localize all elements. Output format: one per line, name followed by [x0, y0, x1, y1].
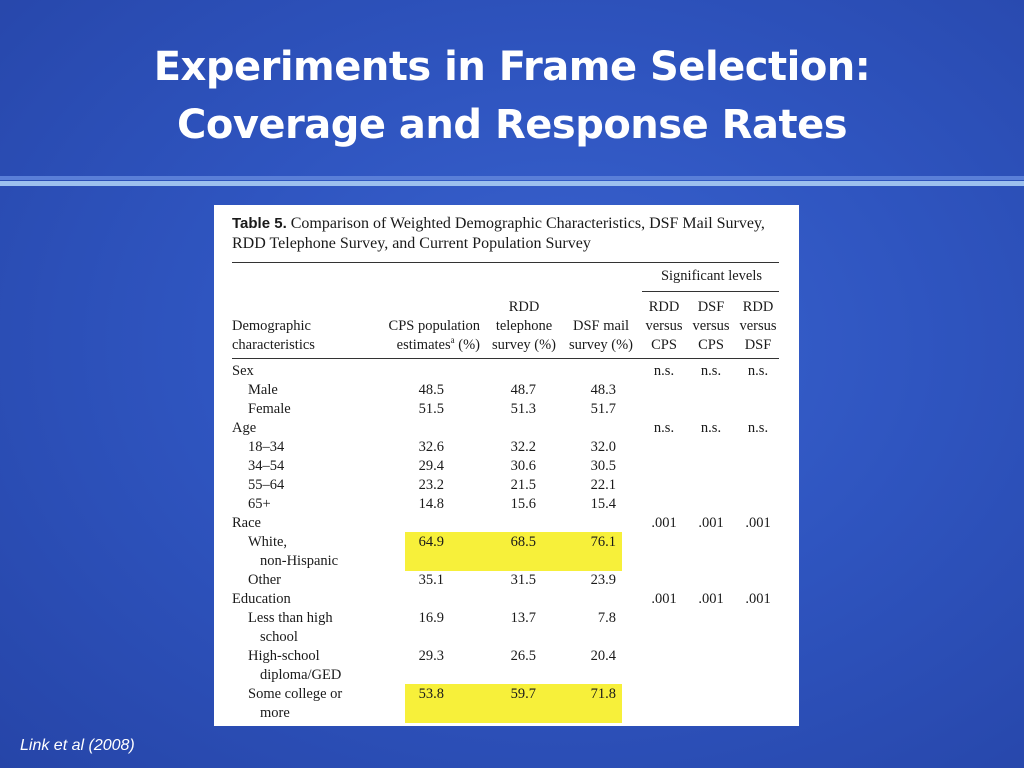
- cell-dsf: 30.5: [590, 458, 616, 474]
- cell-rdd: 26.5: [510, 648, 536, 664]
- cell-rdd: 30.6: [510, 458, 536, 474]
- table-caption: Table 5. Comparison of Weighted Demograp…: [232, 214, 788, 254]
- cell-cps: 35.1: [418, 572, 444, 588]
- row-label: White, non-Hispanic: [248, 534, 339, 569]
- col-header-demographic: Demographic characteristics: [232, 318, 315, 353]
- row-label: 34–54: [248, 458, 285, 474]
- row-label: Some college or more: [248, 686, 343, 721]
- cell-dsf: 22.1: [590, 477, 616, 493]
- section-label: Education: [232, 591, 291, 607]
- cell-dsf: 76.1: [590, 534, 616, 550]
- cell-s3: .001: [745, 591, 771, 607]
- cell-rdd: 21.5: [510, 477, 536, 493]
- cell-s1: n.s.: [653, 420, 675, 436]
- row-label: 65+: [248, 496, 271, 512]
- cell-rdd: 13.7: [510, 610, 536, 626]
- cell-dsf: 15.4: [590, 496, 616, 512]
- col-header-dsf-vs-cps: DSF versus CPS: [692, 299, 730, 353]
- cell-cps: 14.8: [418, 496, 444, 512]
- col-header-rdd-vs-dsf: RDD versus DSF: [739, 299, 777, 353]
- cell-dsf: 48.3: [590, 382, 616, 398]
- cell-cps: 23.2: [418, 477, 444, 493]
- cell-cps: 51.5: [418, 401, 444, 417]
- section-label: Race: [232, 515, 261, 531]
- cell-dsf: 20.4: [590, 648, 616, 664]
- col-header-rdd: RDD telephone survey (%): [491, 299, 557, 353]
- cell-s1: n.s.: [653, 363, 675, 379]
- slide-title: Experiments in Frame Selection: Coverage…: [0, 38, 1024, 154]
- section-label: Age: [232, 420, 257, 436]
- row-label: Less than high school: [248, 610, 333, 645]
- cell-cps: 32.6: [418, 439, 444, 455]
- row-label: Female: [248, 401, 291, 417]
- col-header-cps: CPS population estimatesa (%): [388, 318, 480, 353]
- cell-s2: n.s.: [700, 363, 722, 379]
- row-label: Male: [248, 382, 278, 398]
- title-divider-accent: [0, 181, 1024, 186]
- cell-cps: 48.5: [418, 382, 444, 398]
- cell-cps: 64.9: [418, 534, 444, 550]
- table-caption-label: Table 5.: [232, 215, 287, 232]
- cell-cps: 16.9: [418, 610, 444, 626]
- highlight-band: [405, 532, 622, 571]
- slide-title-line-1: Experiments in Frame Selection:: [153, 44, 871, 90]
- cell-rdd: 31.5: [510, 572, 536, 588]
- row-label: High-school diploma/GED: [248, 648, 342, 683]
- cell-dsf: 51.7: [590, 401, 616, 417]
- cell-rdd: 48.7: [510, 382, 536, 398]
- slide-title-line-2: Coverage and Response Rates: [176, 102, 848, 148]
- cell-rdd: 15.6: [510, 496, 536, 512]
- significant-levels-rule: [642, 291, 779, 292]
- cell-rdd: 51.3: [510, 401, 536, 417]
- table-top-rule: [232, 262, 779, 263]
- cell-s1: .001: [651, 515, 677, 531]
- cell-s2: .001: [698, 591, 724, 607]
- citation: Link et al (2008): [20, 737, 135, 754]
- cell-rdd: 32.2: [510, 439, 536, 455]
- col-header-dsf: DSF mail survey (%): [568, 318, 634, 353]
- section-label: Sex: [232, 363, 254, 379]
- cell-rdd: 59.7: [510, 686, 536, 702]
- significant-levels-header: Significant levels: [660, 268, 763, 284]
- cell-cps: 29.3: [418, 648, 444, 664]
- cell-dsf: 7.8: [597, 610, 616, 626]
- header-rule: [232, 358, 779, 359]
- row-label: Other: [248, 572, 282, 588]
- cell-s3: n.s.: [747, 363, 769, 379]
- cell-s2: n.s.: [700, 420, 722, 436]
- cell-s2: .001: [698, 515, 724, 531]
- cell-cps: 53.8: [418, 686, 444, 702]
- col-header-rdd-vs-cps: RDD versus CPS: [645, 299, 683, 353]
- cell-s1: .001: [651, 591, 677, 607]
- cell-dsf: 23.9: [590, 572, 616, 588]
- table-caption-text: Comparison of Weighted Demographic Chara…: [232, 215, 765, 252]
- cell-rdd: 68.5: [510, 534, 536, 550]
- cell-s3: n.s.: [747, 420, 769, 436]
- highlight-band: [405, 684, 622, 723]
- row-label: 55–64: [248, 477, 285, 493]
- cell-s3: .001: [745, 515, 771, 531]
- cell-cps: 29.4: [418, 458, 444, 474]
- table-image: Table 5. Comparison of Weighted Demograp…: [214, 205, 799, 726]
- cell-dsf: 32.0: [590, 439, 616, 455]
- cell-dsf: 71.8: [590, 686, 616, 702]
- title-divider: [0, 176, 1024, 180]
- row-label: 18–34: [248, 439, 285, 455]
